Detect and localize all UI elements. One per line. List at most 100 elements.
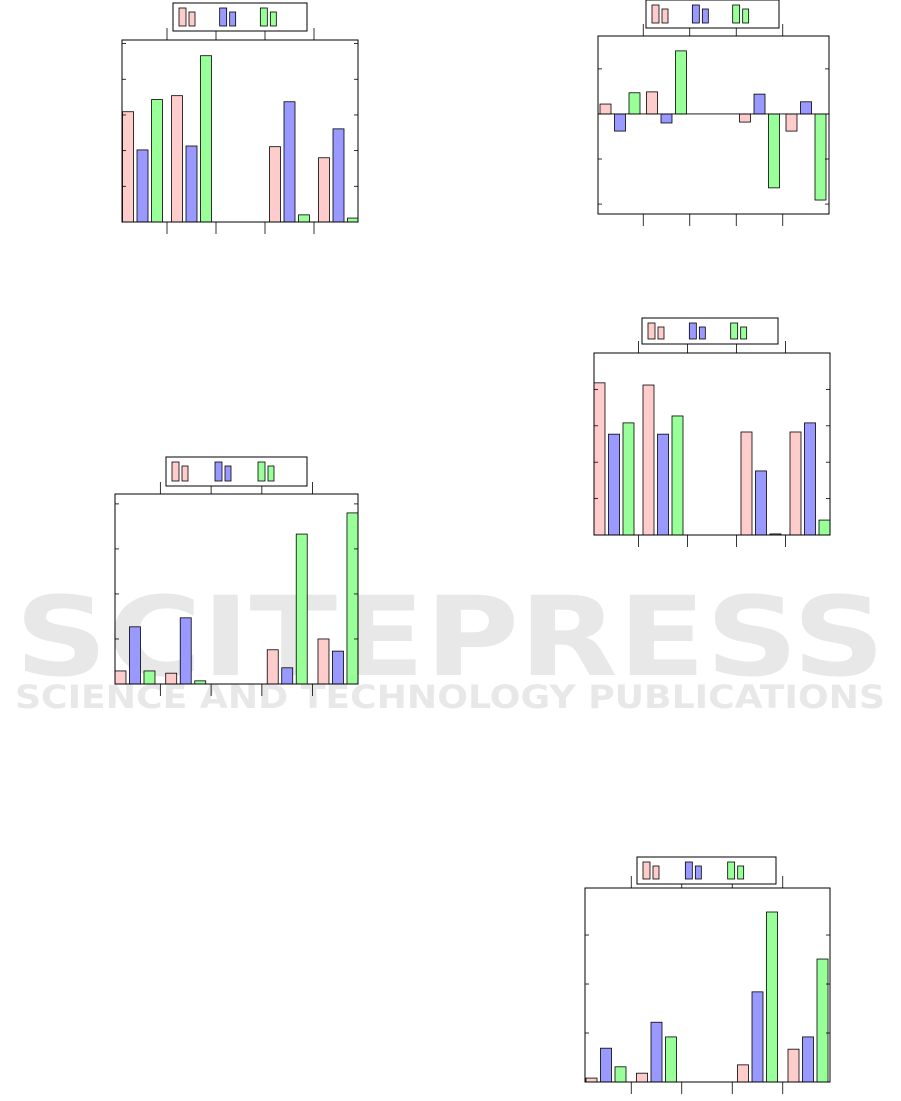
bar bbox=[628, 92, 641, 115]
bar bbox=[802, 1036, 814, 1082]
legend-swatch bbox=[224, 465, 232, 482]
legend bbox=[636, 856, 777, 885]
legend-swatch bbox=[740, 326, 748, 340]
bar bbox=[136, 149, 149, 222]
legend-swatch bbox=[178, 7, 187, 27]
bar bbox=[737, 1064, 749, 1082]
bar bbox=[800, 101, 812, 115]
bar bbox=[143, 670, 156, 684]
bar bbox=[269, 146, 281, 222]
legend-swatch bbox=[181, 465, 189, 482]
bar bbox=[332, 128, 345, 222]
bar bbox=[608, 433, 620, 535]
legend-swatch bbox=[171, 461, 180, 482]
legend-swatch bbox=[737, 865, 745, 880]
legend-swatch bbox=[651, 4, 660, 24]
legend-swatch bbox=[698, 326, 706, 340]
bar bbox=[585, 1077, 598, 1082]
legend-swatch bbox=[691, 4, 700, 24]
legend-swatch bbox=[214, 461, 223, 482]
bar bbox=[200, 55, 212, 222]
legend-box bbox=[636, 856, 777, 885]
bar bbox=[122, 111, 134, 222]
bars bbox=[594, 382, 830, 535]
legend bbox=[641, 317, 779, 345]
bar bbox=[739, 113, 751, 123]
bar bbox=[766, 911, 778, 1082]
legend-swatch bbox=[259, 7, 268, 27]
legend-swatch bbox=[647, 322, 656, 340]
bars bbox=[599, 50, 827, 201]
legend-swatch bbox=[684, 861, 693, 880]
bar bbox=[317, 638, 330, 684]
bar bbox=[600, 1047, 612, 1082]
legend bbox=[165, 456, 308, 487]
watermark-title: SCITEPRESS bbox=[15, 573, 885, 701]
plot-frame bbox=[597, 35, 830, 215]
legend-swatch bbox=[657, 326, 665, 340]
bar bbox=[129, 626, 141, 684]
bar bbox=[266, 649, 279, 684]
bar bbox=[789, 431, 802, 535]
bar bbox=[753, 93, 766, 115]
bar bbox=[636, 1072, 648, 1082]
bar bbox=[332, 650, 344, 684]
bar bbox=[814, 113, 827, 201]
bar bbox=[318, 157, 330, 222]
legend-swatch bbox=[267, 465, 275, 482]
legend-swatch bbox=[694, 865, 702, 880]
bar bbox=[165, 672, 178, 684]
legend bbox=[172, 2, 308, 32]
chart bbox=[114, 456, 359, 696]
bar bbox=[804, 422, 816, 535]
legend-swatch bbox=[269, 11, 277, 27]
bar bbox=[755, 470, 767, 535]
bar bbox=[298, 214, 310, 222]
legend-swatch bbox=[642, 861, 651, 880]
bar bbox=[671, 415, 684, 535]
bar bbox=[816, 958, 829, 1082]
plot-frame bbox=[584, 887, 831, 1083]
legend-swatch bbox=[219, 7, 228, 27]
plot-frame bbox=[593, 352, 831, 536]
bar bbox=[787, 1048, 800, 1082]
chart bbox=[597, 0, 830, 226]
legend-box bbox=[641, 317, 779, 345]
bar bbox=[599, 103, 612, 115]
legend-swatch bbox=[688, 322, 697, 340]
plot-frame bbox=[114, 493, 359, 685]
legend-swatch bbox=[742, 8, 750, 24]
bar bbox=[179, 617, 192, 684]
legend-swatch bbox=[229, 11, 237, 27]
bar bbox=[646, 91, 658, 115]
bar bbox=[665, 1036, 677, 1082]
bars bbox=[585, 911, 829, 1082]
bar bbox=[769, 533, 782, 535]
legend-swatch bbox=[188, 11, 196, 27]
bar bbox=[115, 670, 127, 684]
legend bbox=[645, 0, 780, 29]
bar bbox=[295, 533, 308, 684]
bar bbox=[642, 384, 655, 535]
chart bbox=[593, 317, 831, 547]
bar bbox=[171, 95, 183, 222]
bar bbox=[818, 519, 830, 535]
bar bbox=[281, 667, 294, 684]
legend-swatch bbox=[257, 461, 266, 482]
legend-swatch bbox=[652, 865, 660, 880]
bar bbox=[346, 512, 358, 684]
bar bbox=[185, 145, 198, 222]
chart bbox=[121, 2, 359, 234]
bars bbox=[122, 55, 358, 222]
bar bbox=[614, 113, 626, 132]
bar bbox=[151, 99, 163, 222]
legend-swatch bbox=[661, 8, 669, 24]
bar bbox=[594, 382, 606, 535]
chart bbox=[584, 856, 831, 1094]
legend-swatch bbox=[727, 861, 736, 880]
bar bbox=[283, 101, 296, 222]
bar bbox=[622, 422, 635, 535]
bar bbox=[751, 991, 764, 1082]
legend-box bbox=[165, 456, 308, 487]
